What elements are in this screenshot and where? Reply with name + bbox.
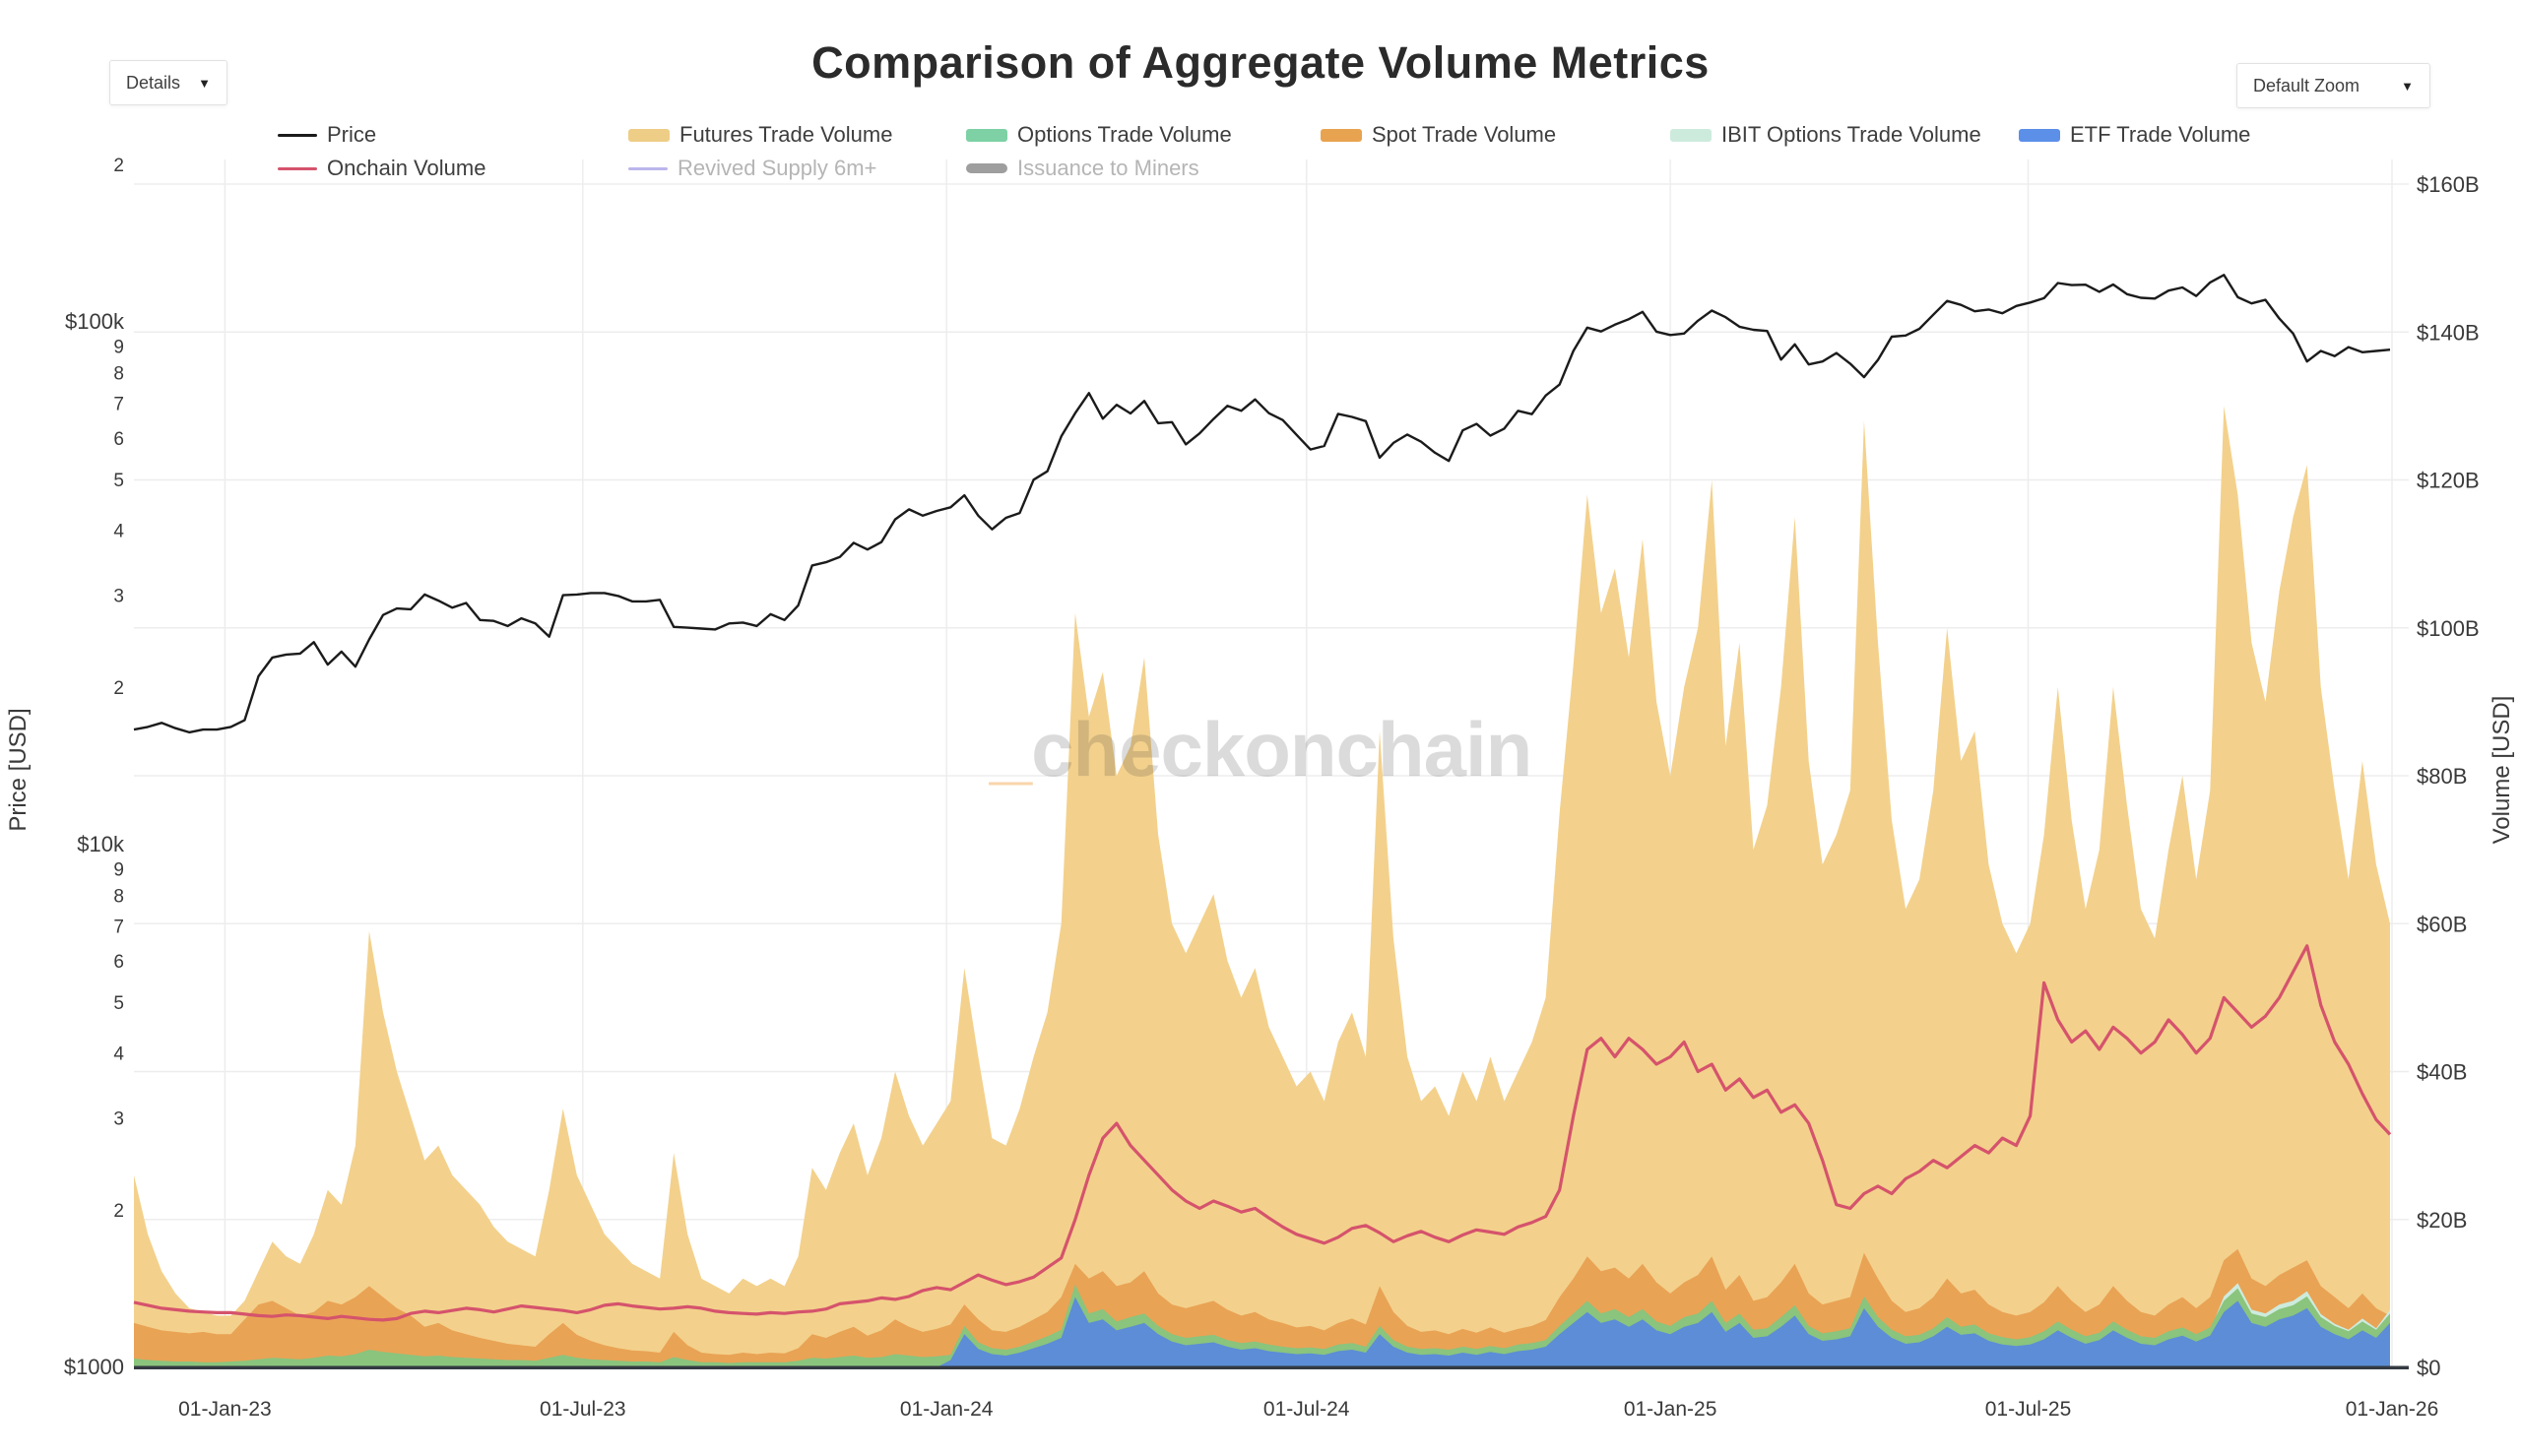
- legend-item-onchain-volume[interactable]: Onchain Volume: [278, 156, 485, 181]
- svg-text:01-Jul-24: 01-Jul-24: [1263, 1398, 1350, 1421]
- legend-label: Options Trade Volume: [1017, 122, 1232, 147]
- svg-text:01-Jan-25: 01-Jan-25: [1624, 1398, 1717, 1421]
- spot-swatch: [1321, 128, 1362, 142]
- legend-item-revived-supply-6m[interactable]: Revived Supply 6m+: [628, 156, 876, 181]
- svg-text:7: 7: [113, 917, 124, 937]
- chevron-down-icon: ▼: [198, 75, 211, 91]
- legend-label: Price: [327, 122, 377, 147]
- svg-text:9: 9: [113, 859, 124, 880]
- legend-item-ibit-options-trade-volume[interactable]: IBIT Options Trade Volume: [1670, 122, 1981, 148]
- svg-text:4: 4: [113, 521, 124, 541]
- legend-label: Onchain Volume: [327, 156, 486, 180]
- legend-label: Spot Trade Volume: [1372, 122, 1557, 147]
- svg-text:$80B: $80B: [2417, 764, 2467, 789]
- legend-label: Issuance to Miners: [1017, 156, 1199, 180]
- svg-text:$10k: $10k: [77, 832, 125, 856]
- details-dropdown-label: Details: [126, 72, 181, 93]
- zoom-dropdown-label: Default Zoom: [2253, 75, 2360, 95]
- legend-item-price[interactable]: Price: [278, 122, 376, 148]
- svg-text:$60B: $60B: [2417, 912, 2467, 936]
- svg-text:$160B: $160B: [2417, 172, 2480, 197]
- legend-label: Futures Trade Volume: [679, 122, 893, 147]
- svg-text:01-Jan-26: 01-Jan-26: [2346, 1398, 2439, 1421]
- svg-text:9: 9: [113, 337, 124, 357]
- svg-text:3: 3: [113, 1109, 124, 1130]
- legend-label: IBIT Options Trade Volume: [1721, 122, 1981, 147]
- price-swatch: [278, 133, 317, 137]
- svg-text:01-Jan-24: 01-Jan-24: [900, 1398, 994, 1421]
- svg-text:2: 2: [113, 678, 124, 699]
- legend-item-etf-trade-volume[interactable]: ETF Trade Volume: [2019, 122, 2250, 148]
- svg-text:$100k: $100k: [65, 309, 125, 334]
- svg-text:Price [USD]: Price [USD]: [5, 708, 32, 831]
- svg-text:8: 8: [113, 364, 124, 385]
- svg-text:01-Jul-25: 01-Jul-25: [1985, 1398, 2072, 1421]
- futures-swatch: [628, 128, 670, 142]
- legend-item-options-trade-volume[interactable]: Options Trade Volume: [966, 122, 1232, 148]
- svg-text:$140B: $140B: [2417, 320, 2480, 345]
- svg-text:6: 6: [113, 952, 124, 973]
- svg-text:01-Jan-23: 01-Jan-23: [178, 1398, 272, 1421]
- svg-text:$20B: $20B: [2417, 1208, 2467, 1233]
- issuance-swatch: [966, 163, 1007, 173]
- svg-text:Volume [USD]: Volume [USD]: [2489, 696, 2515, 845]
- svg-text:4: 4: [113, 1044, 124, 1064]
- svg-text:01-Jul-23: 01-Jul-23: [540, 1398, 626, 1421]
- svg-text:2: 2: [113, 156, 124, 176]
- details-dropdown[interactable]: Details ▼: [109, 60, 227, 105]
- svg-text:5: 5: [113, 993, 124, 1014]
- default-zoom-dropdown[interactable]: Default Zoom ▼: [2236, 63, 2430, 108]
- svg-text:$100B: $100B: [2417, 616, 2480, 641]
- svg-text:7: 7: [113, 394, 124, 414]
- svg-text:6: 6: [113, 429, 124, 450]
- svg-text:3: 3: [113, 587, 124, 607]
- etf-swatch: [2019, 128, 2060, 142]
- legend-item-futures-trade-volume[interactable]: Futures Trade Volume: [628, 122, 892, 148]
- svg-text:$0: $0: [2417, 1356, 2440, 1380]
- legend-label: ETF Trade Volume: [2070, 122, 2251, 147]
- chevron-down-icon: ▼: [2401, 78, 2414, 94]
- page-title: Comparison of Aggregate Volume Metrics: [811, 37, 1710, 88]
- svg-text:$120B: $120B: [2417, 469, 2480, 493]
- revived-supply-swatch: [628, 166, 668, 170]
- svg-text:8: 8: [113, 887, 124, 908]
- ibit-options-swatch: [1670, 128, 1712, 142]
- onchain-swatch: [278, 166, 317, 170]
- legend-label: Revived Supply 6m+: [678, 156, 877, 180]
- svg-text:$40B: $40B: [2417, 1060, 2467, 1085]
- svg-text:$1000: $1000: [64, 1355, 124, 1379]
- svg-text:2: 2: [113, 1201, 124, 1222]
- svg-text:5: 5: [113, 471, 124, 491]
- legend-item-spot-trade-volume[interactable]: Spot Trade Volume: [1321, 122, 1556, 148]
- legend-item-issuance-to-miners[interactable]: Issuance to Miners: [966, 156, 1199, 181]
- options-swatch: [966, 128, 1007, 142]
